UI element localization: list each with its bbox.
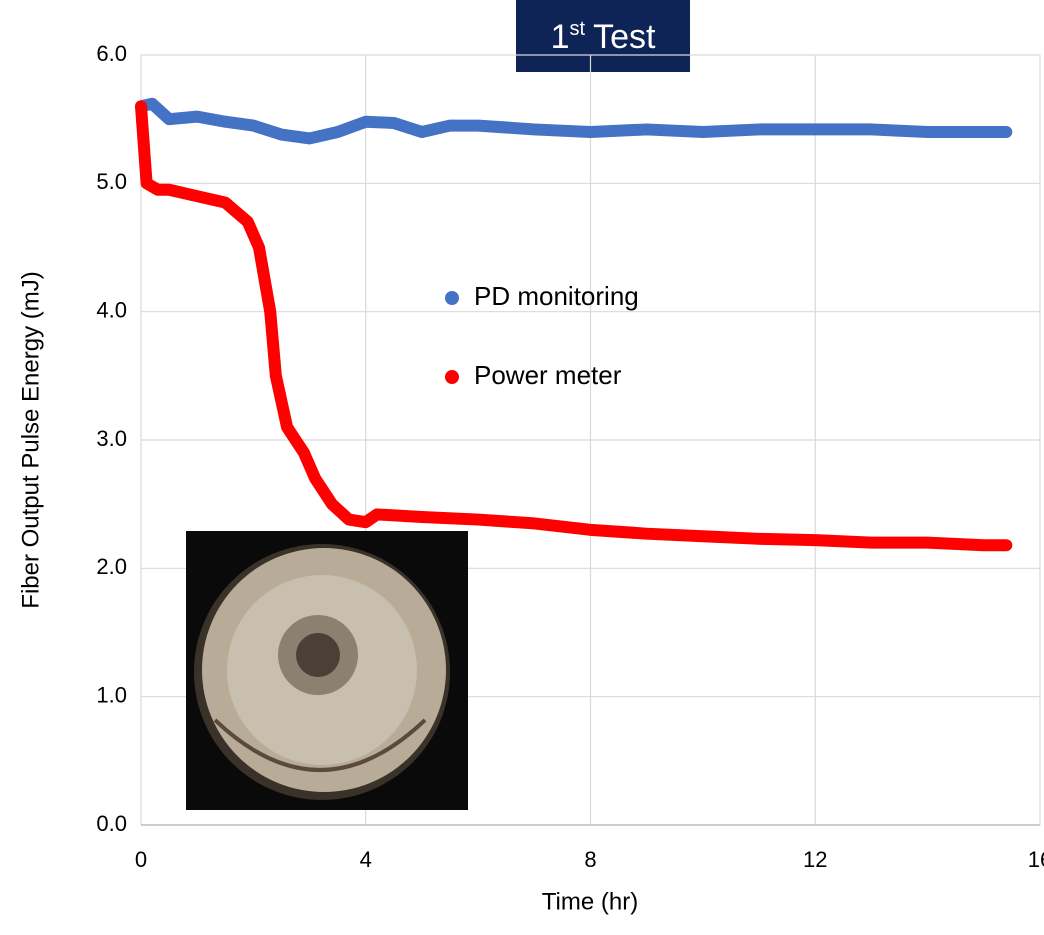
series-line <box>135 97 1013 145</box>
title-text: Test <box>593 18 656 56</box>
legend-marker <box>445 291 459 305</box>
photo-crack <box>213 718 427 772</box>
y-tick-label: 0.0 <box>96 811 127 836</box>
x-axis-title: Time (hr) <box>542 888 638 915</box>
photo-core <box>296 633 340 677</box>
y-axis-title: Fiber Output Pulse Energy (mJ) <box>17 271 44 608</box>
x-tick-label: 0 <box>135 847 147 872</box>
legend-label: Power meter <box>474 360 622 390</box>
y-tick-label: 5.0 <box>96 169 127 194</box>
plot <box>135 97 1013 552</box>
chart-title: 1st Test <box>551 18 656 56</box>
y-tick-label: 3.0 <box>96 426 127 451</box>
x-tick-label: 4 <box>360 847 372 872</box>
x-tick-label: 12 <box>803 847 827 872</box>
x-tick-label: 8 <box>584 847 596 872</box>
title-superscript: st <box>570 18 586 40</box>
legend-marker <box>445 370 459 384</box>
y-tick-label: 6.0 <box>96 41 127 66</box>
y-tick-label: 2.0 <box>96 554 127 579</box>
y-tick-label: 4.0 <box>96 297 127 322</box>
legend: PD monitoring Power meter <box>445 281 639 390</box>
x-tick-label: 16 <box>1028 847 1044 872</box>
inset-photo <box>186 531 468 810</box>
title-number: 1 <box>551 18 570 56</box>
legend-label: PD monitoring <box>474 281 639 311</box>
title-box <box>516 0 690 72</box>
y-tick-label: 1.0 <box>96 682 127 707</box>
series-line <box>135 100 1013 552</box>
